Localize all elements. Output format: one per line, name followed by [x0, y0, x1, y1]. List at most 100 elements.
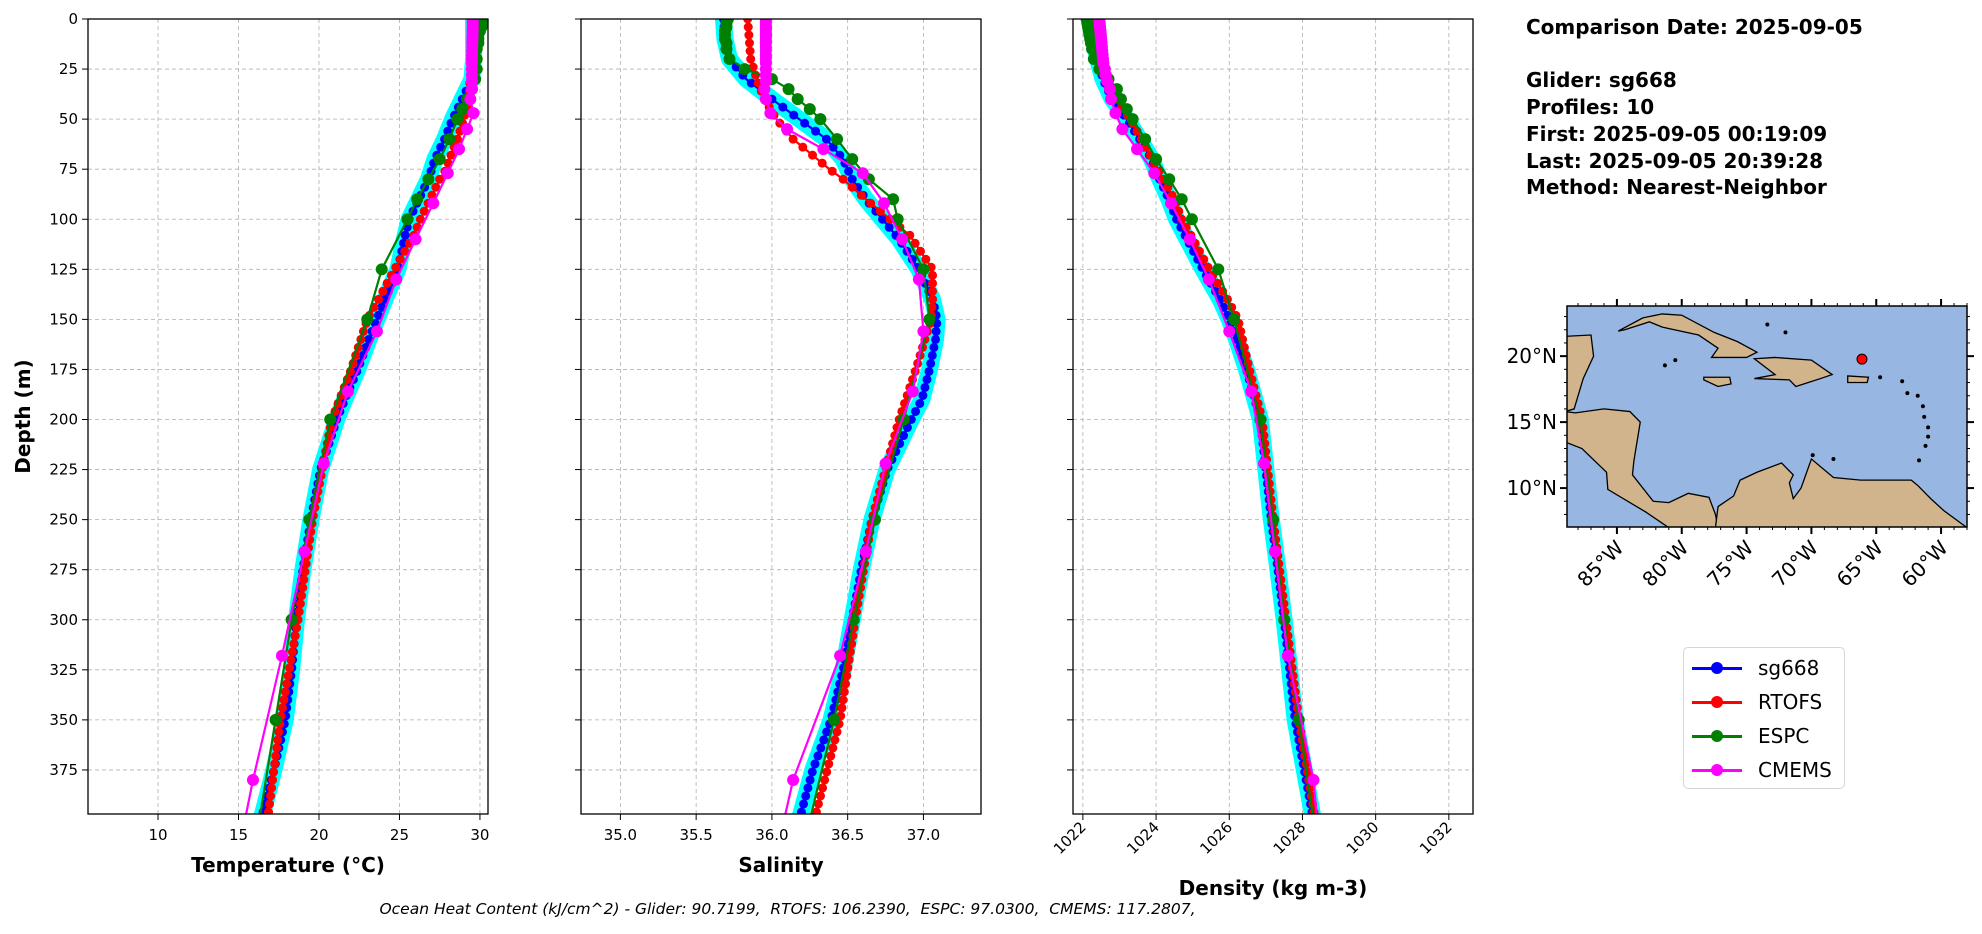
y-tick-label: 250	[49, 511, 78, 529]
data-point	[817, 143, 830, 156]
data-point	[1139, 133, 1152, 146]
data-point	[1311, 814, 1323, 826]
data-point	[1163, 173, 1176, 186]
data-point	[846, 153, 859, 166]
island	[1783, 330, 1788, 335]
data-point	[324, 413, 337, 426]
data-point	[292, 623, 302, 633]
land-central-america	[1567, 408, 1719, 527]
lon-tick-label: 80°W	[1637, 535, 1693, 591]
data-point	[746, 78, 756, 88]
data-point	[738, 63, 751, 76]
data-point	[269, 767, 279, 777]
data-point	[804, 814, 816, 826]
data-point	[798, 142, 808, 152]
data-point	[461, 123, 474, 136]
lon-tick-label: 75°W	[1702, 535, 1758, 591]
y-tick-label: 125	[49, 260, 78, 278]
data-point	[273, 735, 283, 745]
data-point	[464, 93, 477, 106]
island	[1662, 363, 1667, 368]
method: Method: Nearest-Neighbor	[1526, 175, 1827, 200]
legend-line-icon	[1692, 763, 1742, 776]
data-point	[805, 775, 815, 785]
data-point	[931, 334, 941, 344]
data-point	[928, 286, 938, 296]
data-point	[1109, 107, 1122, 120]
data-point	[1309, 816, 1318, 825]
y-tick-label: 300	[49, 611, 78, 629]
legend-item-sg668: sg668	[1692, 653, 1819, 683]
data-point	[795, 816, 804, 825]
data-point	[279, 695, 289, 705]
x-axis-label: Temperature (°C)	[191, 853, 385, 877]
data-point	[824, 759, 834, 769]
data-point	[257, 816, 266, 825]
data-point	[837, 703, 847, 713]
data-point	[759, 93, 772, 106]
data-point	[807, 767, 817, 777]
lon-tick-label: 85°W	[1572, 535, 1628, 591]
last-time: Last: 2025-09-05 20:39:28	[1526, 148, 1824, 173]
data-point	[926, 358, 936, 368]
island	[1810, 453, 1815, 458]
data-point	[401, 213, 414, 226]
data-point	[298, 545, 311, 558]
data-point	[467, 107, 480, 120]
data-point	[300, 567, 310, 577]
data-point	[375, 263, 388, 276]
lon-tick-label: 70°W	[1767, 535, 1823, 591]
data-point	[887, 193, 900, 206]
island	[1926, 425, 1931, 430]
data-point	[912, 273, 925, 286]
axes-frame	[580, 18, 982, 815]
y-tick-label: 325	[49, 661, 78, 679]
land-south-america	[1714, 457, 1967, 527]
data-point	[268, 775, 278, 785]
data-point	[286, 655, 296, 665]
x-tick-label: 1032	[1416, 818, 1456, 858]
x-tick-label: 35.5	[679, 826, 712, 844]
x-tick-label: 20	[309, 826, 328, 844]
data-point	[822, 767, 832, 777]
data-point	[270, 759, 280, 769]
data-point	[827, 166, 837, 176]
data-point	[820, 775, 830, 785]
data-point	[922, 374, 932, 384]
data-point	[782, 83, 795, 96]
lon-tick-label: 65°W	[1832, 535, 1888, 591]
data-point	[791, 93, 804, 106]
data-point	[927, 302, 937, 312]
comparison-date: Comparison Date: 2025-09-05	[1526, 15, 1863, 39]
data-point	[1175, 193, 1188, 206]
x-tick-label: 15	[229, 826, 248, 844]
x-tick-label: 36.5	[831, 826, 864, 844]
glider-location-marker	[1856, 353, 1868, 365]
data-point	[743, 22, 753, 32]
data-point	[427, 197, 440, 210]
y-tick-label: 50	[59, 110, 78, 128]
data-point	[928, 294, 938, 304]
data-point	[1203, 262, 1213, 272]
data-point	[878, 214, 888, 224]
data-point	[927, 350, 937, 360]
data-point	[819, 735, 829, 745]
y-tick-label: 200	[49, 411, 78, 429]
data-point	[818, 783, 828, 793]
y-tick-label: 350	[49, 711, 78, 729]
data-point	[1116, 123, 1129, 136]
x-tick-label: 1026	[1196, 818, 1236, 858]
data-point	[723, 53, 736, 66]
data-point	[748, 62, 758, 72]
lat-tick-label: 10°N	[1507, 476, 1557, 500]
data-point	[1183, 233, 1196, 246]
legend-item-rtofs: RTOFS	[1692, 687, 1822, 717]
data-point	[266, 791, 276, 801]
data-point	[277, 703, 287, 713]
data-point	[931, 326, 941, 336]
x-tick-label: 10	[148, 826, 167, 844]
data-point	[789, 110, 799, 120]
legend-label: sg668	[1758, 656, 1820, 680]
y-tick-label: 225	[49, 461, 78, 479]
data-point	[746, 54, 756, 64]
